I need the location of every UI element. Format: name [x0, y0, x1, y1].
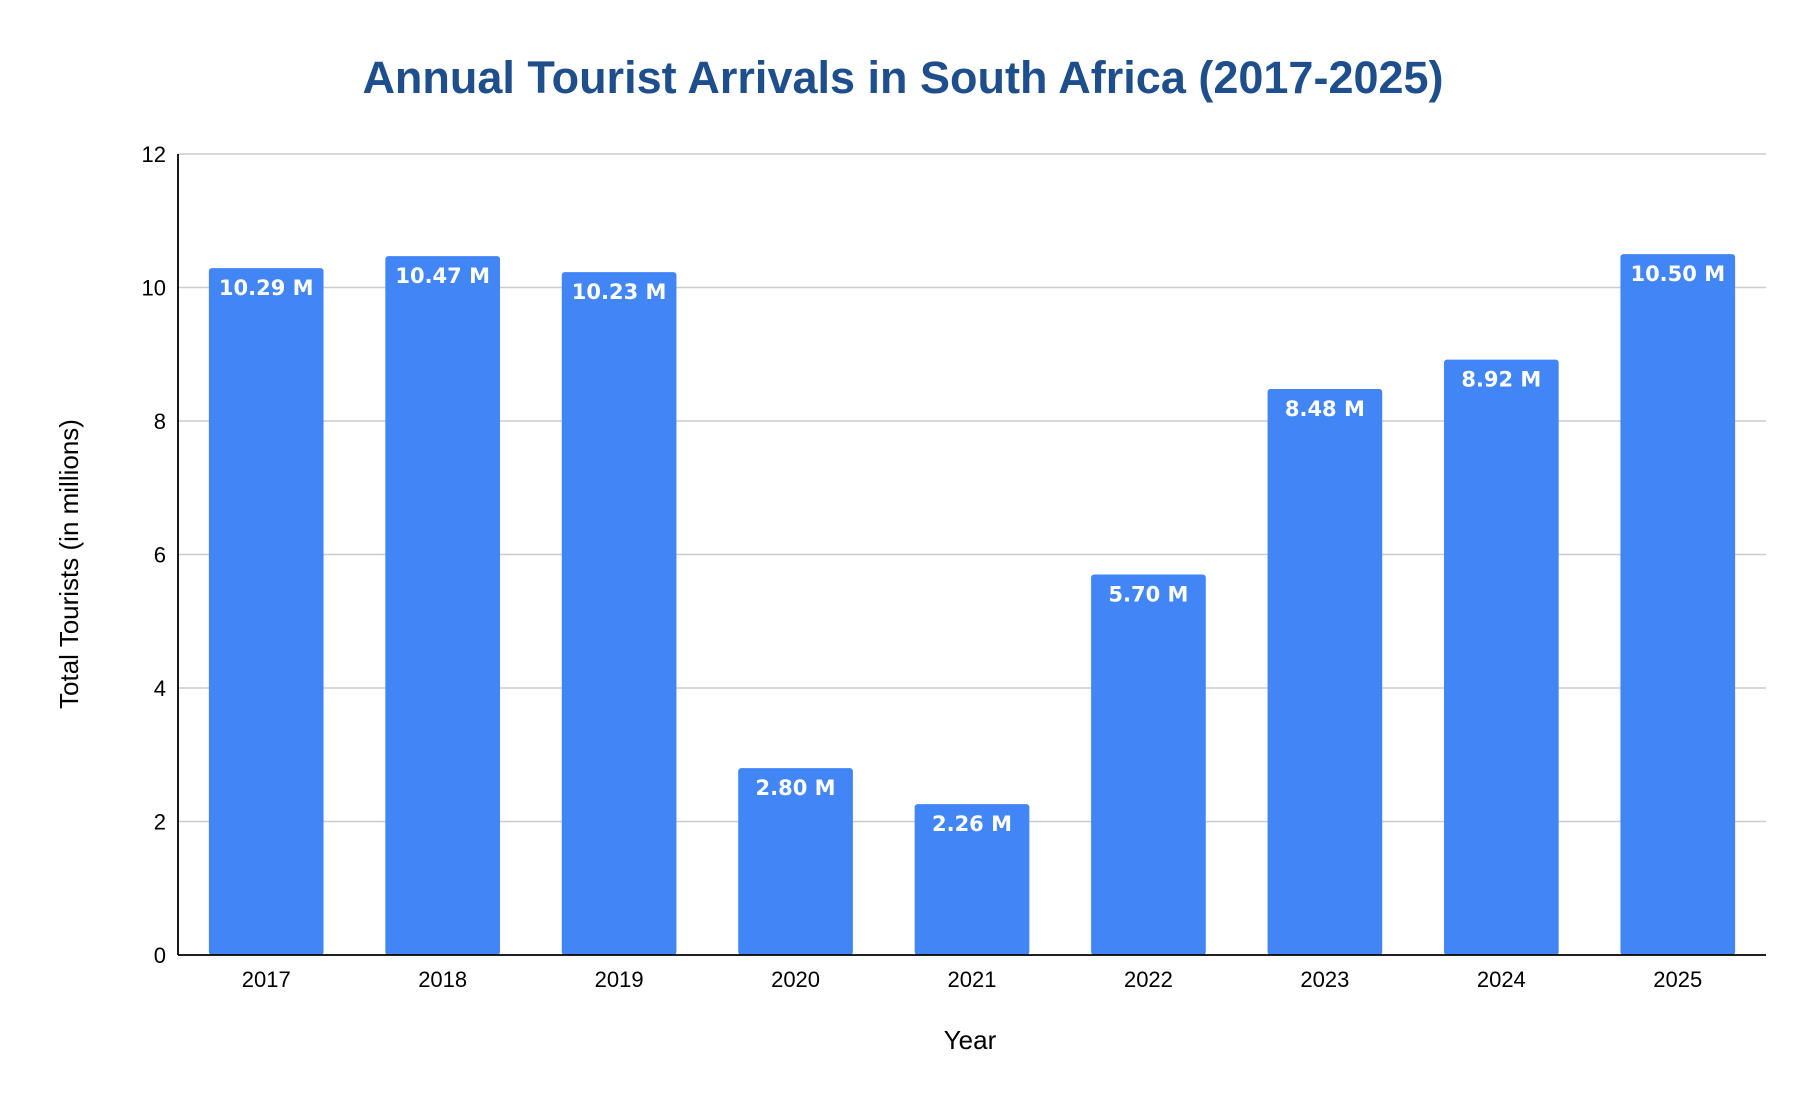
bar — [914, 804, 1030, 955]
x-tick-label: 2024 — [1477, 967, 1526, 992]
x-tick-label: 2019 — [595, 967, 644, 992]
bar-value-label: 10.50 M — [1630, 262, 1725, 286]
bar — [385, 256, 501, 955]
bar-value-label: 8.48 M — [1285, 397, 1365, 421]
bar — [208, 268, 324, 956]
bar — [1091, 574, 1206, 955]
x-axis-title: Year — [944, 1025, 997, 1055]
y-tick-label: 6 — [154, 543, 166, 568]
y-tick-label: 8 — [154, 409, 166, 434]
y-tick-label: 10 — [142, 276, 166, 301]
chart-title: Annual Tourist Arrivals in South Africa … — [362, 52, 1443, 103]
bar — [561, 272, 677, 956]
bar-value-label: 10.47 M — [395, 264, 490, 288]
x-tick-label: 2025 — [1653, 967, 1702, 992]
bar-value-label: 10.29 M — [219, 276, 314, 300]
y-tick-label: 12 — [142, 142, 166, 167]
y-tick-label: 4 — [154, 676, 166, 701]
y-axis-ticks: 0 2 4 6 8 10 12 — [142, 142, 166, 968]
x-tick-label: 2017 — [242, 967, 291, 992]
x-tick-label: 2021 — [948, 967, 997, 992]
bar — [1620, 254, 1736, 955]
x-tick-label: 2022 — [1124, 967, 1173, 992]
bar-value-label: 5.70 M — [1108, 583, 1188, 607]
y-tick-label: 0 — [154, 943, 166, 968]
x-tick-label: 2018 — [418, 967, 467, 992]
bar — [1443, 359, 1559, 956]
y-axis-title: Total Tourists (in millions) — [54, 419, 84, 709]
x-tick-label: 2023 — [1300, 967, 1349, 992]
bars — [208, 254, 1736, 956]
bar-value-labels: 10.29 M 10.47 M 10.23 M 2.80 M 2.26 M 5.70 M 8… — [219, 262, 1725, 836]
x-tick-label: 2020 — [771, 967, 820, 992]
y-tick-label: 2 — [154, 810, 166, 835]
bar-value-label: 10.23 M — [572, 280, 667, 304]
bar-value-label: 2.26 M — [932, 812, 1012, 836]
bar — [738, 768, 853, 955]
bar-value-label: 2.80 M — [756, 776, 836, 800]
bar-value-label: 8.92 M — [1461, 368, 1541, 392]
bar — [1267, 388, 1383, 956]
x-axis-ticks: 2017 2018 2019 2020 2021 2022 2023 2024 2025 — [242, 967, 1703, 992]
